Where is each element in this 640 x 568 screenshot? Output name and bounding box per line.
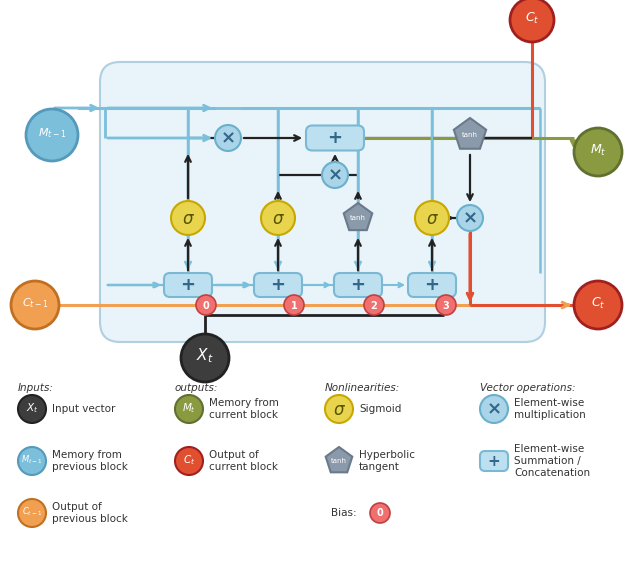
Text: $\sigma$: $\sigma$ [333, 401, 346, 419]
Circle shape [364, 295, 384, 315]
Text: Element-wise
Summation /
Concatenation: Element-wise Summation / Concatenation [514, 444, 590, 478]
Text: Output of
current block: Output of current block [209, 450, 278, 472]
Text: $M_{t-1}$: $M_{t-1}$ [38, 126, 66, 140]
Circle shape [11, 281, 59, 329]
Text: Hyperbolic
tangent: Hyperbolic tangent [359, 450, 415, 472]
FancyBboxPatch shape [408, 273, 456, 297]
Text: $\sigma$: $\sigma$ [271, 210, 284, 228]
Text: $\sigma$: $\sigma$ [182, 210, 195, 228]
Text: ×: × [328, 166, 342, 184]
Text: $\sigma$: $\sigma$ [426, 210, 438, 228]
Text: +: + [328, 129, 342, 147]
Text: ×: × [220, 129, 236, 147]
Text: 0: 0 [376, 508, 383, 518]
FancyBboxPatch shape [100, 62, 545, 342]
Text: +: + [180, 276, 195, 294]
Text: 2: 2 [371, 301, 378, 311]
Text: $C_{t-1}$: $C_{t-1}$ [22, 296, 48, 310]
Text: $C_t$: $C_t$ [183, 453, 195, 467]
Text: tanh: tanh [331, 458, 347, 464]
Text: Vector operations:: Vector operations: [480, 383, 575, 393]
Circle shape [322, 162, 348, 188]
Text: Input vector: Input vector [52, 404, 115, 414]
Circle shape [26, 109, 78, 161]
Text: +: + [351, 276, 365, 294]
FancyBboxPatch shape [480, 451, 508, 471]
FancyBboxPatch shape [334, 273, 382, 297]
Polygon shape [344, 203, 372, 230]
Text: Sigmoid: Sigmoid [359, 404, 401, 414]
Polygon shape [454, 118, 486, 149]
Polygon shape [326, 447, 352, 473]
Text: $M_t$: $M_t$ [182, 401, 196, 415]
Circle shape [436, 295, 456, 315]
Circle shape [370, 503, 390, 523]
Circle shape [574, 281, 622, 329]
Text: $X_t$: $X_t$ [196, 346, 214, 365]
Text: $M_t$: $M_t$ [589, 143, 606, 157]
Text: +: + [424, 276, 440, 294]
Text: $C_t$: $C_t$ [591, 295, 605, 311]
FancyBboxPatch shape [254, 273, 302, 297]
Text: 0: 0 [203, 301, 209, 311]
Text: Element-wise
multiplication: Element-wise multiplication [514, 398, 586, 420]
Circle shape [18, 395, 46, 423]
Text: ×: × [486, 400, 502, 418]
Text: 3: 3 [443, 301, 449, 311]
Text: Bias:: Bias: [331, 508, 356, 518]
Text: $M_{t-1}$: $M_{t-1}$ [21, 454, 43, 466]
Circle shape [175, 447, 203, 475]
Circle shape [284, 295, 304, 315]
Circle shape [196, 295, 216, 315]
Text: Output of
previous block: Output of previous block [52, 502, 128, 524]
Text: +: + [488, 453, 500, 469]
Circle shape [480, 395, 508, 423]
Circle shape [261, 201, 295, 235]
Circle shape [415, 201, 449, 235]
Circle shape [574, 128, 622, 176]
Text: $X_t$: $X_t$ [26, 401, 38, 415]
Circle shape [457, 205, 483, 231]
Circle shape [325, 395, 353, 423]
Circle shape [18, 447, 46, 475]
Text: outputs:: outputs: [175, 383, 218, 393]
Text: $C_t$: $C_t$ [525, 10, 540, 26]
Text: Memory from
previous block: Memory from previous block [52, 450, 128, 472]
Circle shape [510, 0, 554, 42]
Text: ×: × [463, 209, 477, 227]
Text: Nonlinearities:: Nonlinearities: [325, 383, 400, 393]
Circle shape [175, 395, 203, 423]
Text: 1: 1 [291, 301, 298, 311]
Circle shape [181, 334, 229, 382]
Text: tanh: tanh [462, 132, 478, 138]
FancyBboxPatch shape [164, 273, 212, 297]
Text: $C_{t-1}$: $C_{t-1}$ [22, 506, 42, 518]
Text: tanh: tanh [350, 215, 366, 221]
Text: Memory from
current block: Memory from current block [209, 398, 279, 420]
Circle shape [215, 125, 241, 151]
Text: +: + [271, 276, 285, 294]
Text: Inputs:: Inputs: [18, 383, 54, 393]
Circle shape [18, 499, 46, 527]
FancyBboxPatch shape [306, 126, 364, 151]
Circle shape [171, 201, 205, 235]
